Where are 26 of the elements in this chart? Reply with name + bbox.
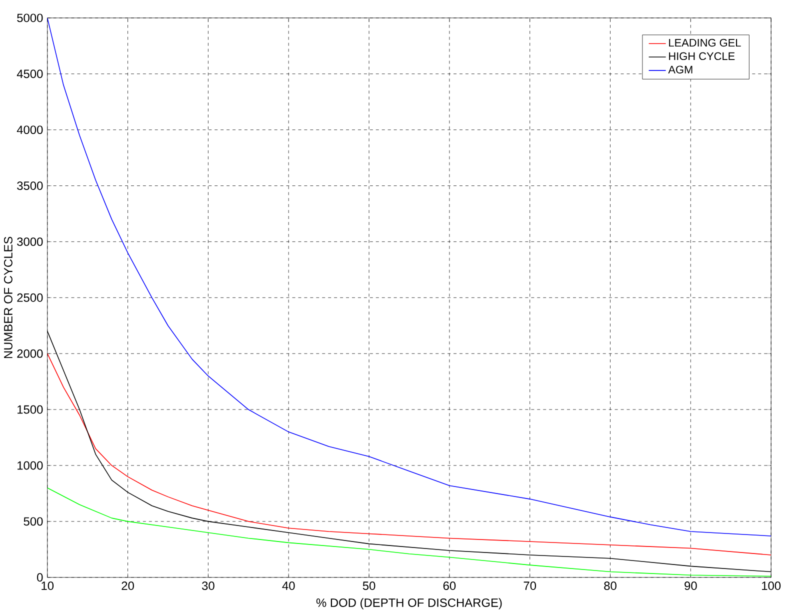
legend-label: AGM (668, 66, 692, 74)
x-axis-title: % DOD (DEPTH OF DISCHARGE) (316, 598, 502, 610)
legend-label: LEADING GEL (669, 38, 741, 46)
y-tick-label: 5000 (17, 14, 43, 22)
y-tick-label: 1000 (18, 461, 43, 470)
y-tick-label: 4500 (16, 69, 43, 78)
y-tick-label: 4000 (16, 125, 43, 134)
y-tick-label: 2500 (17, 293, 43, 302)
legend-label: HIGH CYCLE (669, 52, 735, 60)
x-tick-label: 20 (122, 581, 134, 590)
x-tick-label: 100 (762, 581, 781, 590)
y-axis-title: NUMBER OF CYCLES (4, 236, 12, 358)
x-tick-label: 30 (202, 581, 214, 590)
x-tick-label: 90 (684, 581, 697, 590)
y-tick-label: 500 (24, 517, 43, 526)
y-tick-label: 0 (37, 573, 43, 582)
y-tick-label: 3500 (17, 181, 43, 190)
x-tick-label: 80 (604, 581, 616, 590)
x-tick-label: 60 (443, 581, 456, 590)
y-tick-label: 3000 (17, 237, 43, 246)
y-tick-label: 1500 (18, 405, 43, 414)
x-tick-label: 40 (282, 581, 295, 590)
x-tick-label: 10 (42, 581, 54, 590)
x-tick-label: 50 (362, 581, 376, 590)
x-tick-label: 70 (524, 581, 536, 590)
y-tick-label: 2000 (17, 349, 43, 358)
